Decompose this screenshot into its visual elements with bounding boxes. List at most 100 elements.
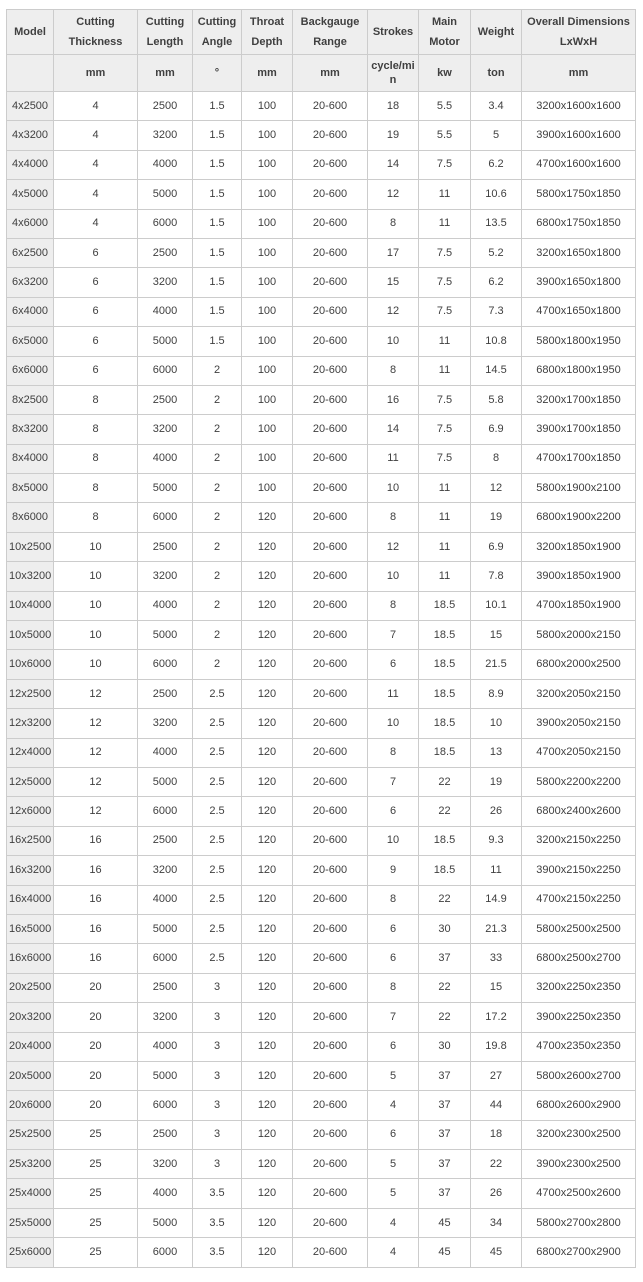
cell-throat-depth: 100 xyxy=(241,120,293,151)
cell-main-motor: 37 xyxy=(418,1060,471,1092)
cell-weight: 18 xyxy=(470,1119,522,1151)
cell-overall-dimensions: 3200x2300x2500 xyxy=(521,1119,636,1151)
cell-cutting-angle: 2.5 xyxy=(192,766,242,798)
cell-backgauge-range: 20-600 xyxy=(292,884,368,915)
cell-cutting-length: 2500 xyxy=(137,90,193,122)
cell-cutting-length: 4000 xyxy=(137,1031,193,1062)
table-row: 6x3200 6 3200 1.5 100 20-600 15 7.5 6.2 3900x1650… xyxy=(6,267,636,298)
cell-model: 6x3200 xyxy=(6,267,54,298)
unit-cutting-length: mm xyxy=(137,54,193,92)
unit-backgauge-range: mm xyxy=(292,54,368,92)
cell-cutting-thickness: 8 xyxy=(53,443,138,475)
cell-cutting-thickness: 12 xyxy=(53,678,138,710)
cell-main-motor: 7.5 xyxy=(418,296,471,328)
cell-strokes: 4 xyxy=(367,1207,419,1239)
cell-overall-dimensions: 6800x2600x2900 xyxy=(521,1090,636,1121)
cell-main-motor: 11 xyxy=(418,561,471,592)
table-row: 10x5000 10 5000 2 120 20-600 7 18.5 15 5800x2000x… xyxy=(6,620,636,651)
cell-weight: 22 xyxy=(470,1149,522,1180)
cell-main-motor: 18.5 xyxy=(418,737,471,768)
cell-overall-dimensions: 3900x1700x1850 xyxy=(521,414,636,445)
col-header-strokes: Strokes xyxy=(367,9,419,55)
cell-throat-depth: 120 xyxy=(241,972,293,1004)
cell-backgauge-range: 20-600 xyxy=(292,120,368,151)
cell-cutting-angle: 2 xyxy=(192,443,242,475)
cell-cutting-thickness: 4 xyxy=(53,179,138,210)
cell-throat-depth: 120 xyxy=(241,1178,293,1209)
cell-throat-depth: 120 xyxy=(241,1119,293,1151)
cell-overall-dimensions: 3200x1600x1600 xyxy=(521,90,636,122)
cell-cutting-length: 4000 xyxy=(137,737,193,768)
cell-main-motor: 7.5 xyxy=(418,149,471,181)
cell-throat-depth: 120 xyxy=(241,796,293,827)
cell-cutting-length: 5000 xyxy=(137,913,193,945)
unit-main-motor: kw xyxy=(418,54,471,92)
cell-cutting-thickness: 16 xyxy=(53,855,138,886)
unit-cutting-thickness: mm xyxy=(53,54,138,92)
cell-model: 20x4000 xyxy=(6,1031,54,1062)
cell-throat-depth: 100 xyxy=(241,149,293,181)
cell-weight: 44 xyxy=(470,1090,522,1121)
cell-cutting-thickness: 25 xyxy=(53,1178,138,1209)
cell-cutting-length: 5000 xyxy=(137,1060,193,1092)
cell-throat-depth: 100 xyxy=(241,179,293,210)
cell-overall-dimensions: 4700x1850x1900 xyxy=(521,590,636,622)
cell-throat-depth: 100 xyxy=(241,237,293,269)
cell-throat-depth: 120 xyxy=(241,825,293,857)
cell-cutting-thickness: 12 xyxy=(53,796,138,827)
cell-main-motor: 11 xyxy=(418,179,471,210)
cell-overall-dimensions: 6800x2500x2700 xyxy=(521,943,636,974)
table-row: 20x4000 20 4000 3 120 20-600 6 30 19.8 4700x2350x… xyxy=(6,1031,636,1062)
cell-model: 12x5000 xyxy=(6,766,54,798)
cell-cutting-thickness: 25 xyxy=(53,1119,138,1151)
cell-throat-depth: 120 xyxy=(241,678,293,710)
table-row: 4x2500 4 2500 1.5 100 20-600 18 5.5 3.4 3200x1600… xyxy=(6,90,636,122)
cell-weight: 21.3 xyxy=(470,913,522,945)
cell-cutting-angle: 1.5 xyxy=(192,326,242,357)
table-row: 6x2500 6 2500 1.5 100 20-600 17 7.5 5.2 3200x1650… xyxy=(6,237,636,269)
cell-main-motor: 11 xyxy=(418,326,471,357)
cell-cutting-angle: 2 xyxy=(192,355,242,386)
cell-main-motor: 37 xyxy=(418,1149,471,1180)
cell-cutting-angle: 2 xyxy=(192,531,242,563)
col-header-main-motor: Main Motor xyxy=(418,9,471,55)
table-row: 12x6000 12 6000 2.5 120 20-600 6 22 26 6800x2400x… xyxy=(6,796,636,827)
cell-cutting-thickness: 20 xyxy=(53,1090,138,1121)
cell-strokes: 18 xyxy=(367,90,419,122)
cell-backgauge-range: 20-600 xyxy=(292,90,368,122)
cell-overall-dimensions: 3900x1850x1900 xyxy=(521,561,636,592)
cell-backgauge-range: 20-600 xyxy=(292,943,368,974)
cell-cutting-angle: 2.5 xyxy=(192,943,242,974)
table-row: 12x5000 12 5000 2.5 120 20-600 7 22 19 5800x2200x… xyxy=(6,766,636,798)
cell-weight: 12 xyxy=(470,473,522,504)
table-row: 20x6000 20 6000 3 120 20-600 4 37 44 6800x2600x29… xyxy=(6,1090,636,1121)
cell-model: 25x2500 xyxy=(6,1119,54,1151)
cell-cutting-length: 5000 xyxy=(137,1207,193,1239)
cell-model: 16x5000 xyxy=(6,913,54,945)
cell-backgauge-range: 20-600 xyxy=(292,649,368,680)
cell-cutting-length: 6000 xyxy=(137,502,193,533)
cell-main-motor: 37 xyxy=(418,943,471,974)
cell-cutting-angle: 1.5 xyxy=(192,179,242,210)
cell-cutting-length: 6000 xyxy=(137,355,193,386)
table-row: 16x3200 16 3200 2.5 120 20-600 9 18.5 11 3900x215… xyxy=(6,855,636,886)
cell-main-motor: 37 xyxy=(418,1178,471,1209)
cell-weight: 10.1 xyxy=(470,590,522,622)
col-header-cutting-angle: Cutting Angle xyxy=(192,9,242,55)
cell-strokes: 14 xyxy=(367,149,419,181)
unit-model xyxy=(6,54,54,92)
table-row: 4x5000 4 5000 1.5 100 20-600 12 11 10.6 5800x1750… xyxy=(6,179,636,210)
cell-cutting-thickness: 8 xyxy=(53,502,138,533)
table-row: 20x2500 20 2500 3 120 20-600 8 22 15 3200x2250x23… xyxy=(6,972,636,1004)
cell-cutting-length: 4000 xyxy=(137,590,193,622)
cell-backgauge-range: 20-600 xyxy=(292,766,368,798)
cell-cutting-thickness: 16 xyxy=(53,825,138,857)
cell-overall-dimensions: 6800x2000x2500 xyxy=(521,649,636,680)
cell-throat-depth: 120 xyxy=(241,943,293,974)
cell-main-motor: 22 xyxy=(418,972,471,1004)
table-row: 16x6000 16 6000 2.5 120 20-600 6 37 33 6800x2500x… xyxy=(6,943,636,974)
cell-cutting-angle: 2 xyxy=(192,414,242,445)
cell-overall-dimensions: 4700x2350x2350 xyxy=(521,1031,636,1062)
cell-weight: 19 xyxy=(470,502,522,533)
